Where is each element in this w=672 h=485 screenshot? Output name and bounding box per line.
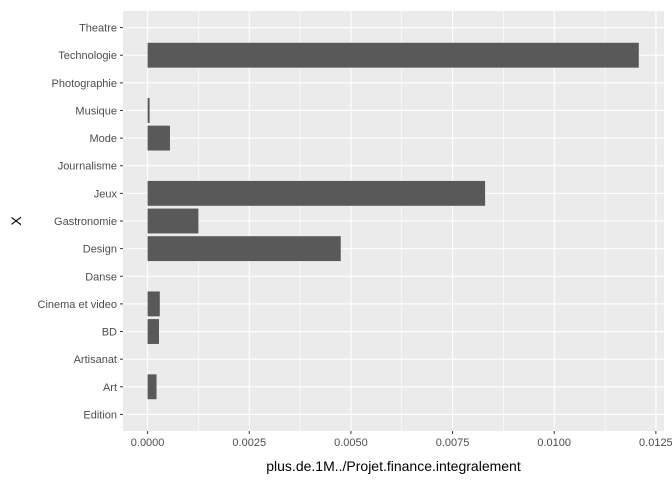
bar-cinema-et-video	[147, 291, 160, 317]
y-axis-title: X	[8, 216, 24, 226]
x-axis-ticks: 0.0000 0.0025 0.0050 0.0075 0.0100 0.0125	[131, 431, 672, 449]
y-tick-label: Danse	[85, 271, 117, 283]
x-tick-label: 0.0100	[537, 437, 571, 449]
x-axis-title: plus.de.1M../Projet.finance.integralemen…	[266, 458, 521, 474]
y-tick-label: Theatre	[79, 23, 117, 35]
x-tick-label: 0.0125	[639, 437, 672, 449]
y-tick-label: Cinema et video	[38, 299, 118, 311]
y-tick-label: Design	[83, 244, 117, 256]
y-tick-label: BD	[102, 327, 117, 339]
bar-art	[147, 374, 157, 400]
y-tick-label: Artisanat	[74, 354, 117, 366]
bar-mode	[147, 125, 170, 151]
y-tick-label: Photographie	[52, 78, 117, 90]
bar-jeux	[147, 180, 486, 206]
y-tick-label: Technologie	[58, 50, 117, 62]
bar-bd	[147, 319, 159, 344]
y-tick-label: Edition	[83, 409, 117, 421]
y-axis-ticks: Edition Art Artisanat BD Cinema et video Dans…	[38, 23, 123, 421]
x-tick-label: 0.0025	[232, 437, 266, 449]
y-tick-label: Jeux	[94, 188, 118, 200]
bar-gastronomie	[147, 208, 199, 234]
bar-technologie	[147, 42, 639, 68]
y-tick-label: Gastronomie	[54, 216, 117, 228]
y-tick-label: Musique	[75, 105, 117, 117]
y-tick-label: Mode	[89, 133, 117, 145]
bar-design	[147, 236, 341, 262]
bar-musique	[147, 98, 150, 123]
grid-lines	[123, 11, 664, 431]
x-tick-label: 0.0050	[334, 437, 368, 449]
x-tick-label: 0.0075	[436, 437, 470, 449]
y-tick-label: Art	[103, 382, 117, 394]
y-tick-label: Journalisme	[58, 161, 117, 173]
x-tick-label: 0.0000	[131, 437, 165, 449]
bars	[147, 42, 639, 400]
